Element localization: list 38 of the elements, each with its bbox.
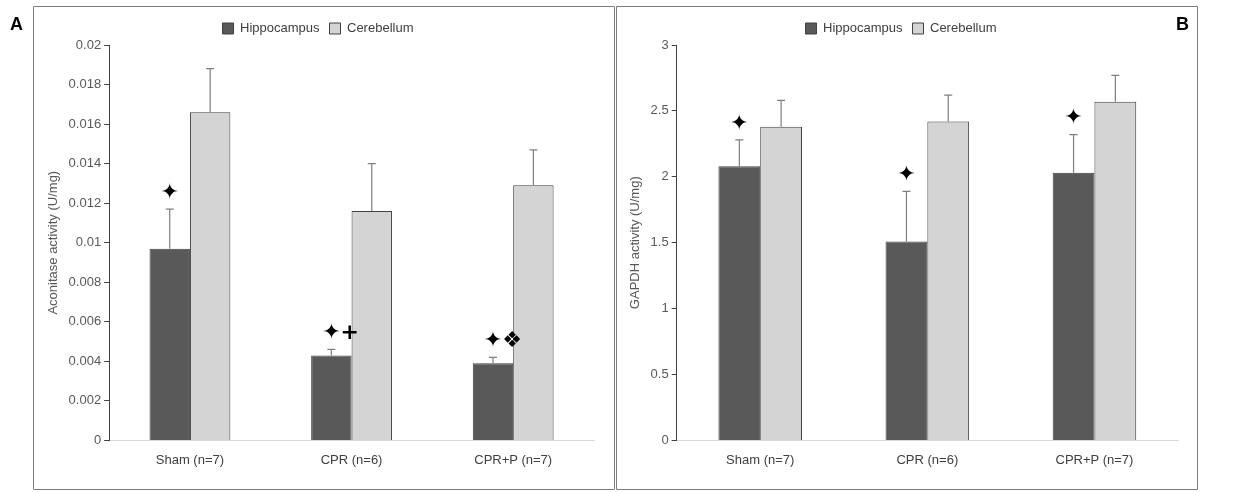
x-tick-label: Sham (n=7) [726, 451, 795, 467]
legend-label: Cerebellum [347, 20, 414, 36]
y-tick-label: 0.01 [75, 234, 102, 250]
chart-title: A [10, 14, 23, 34]
y-tick-label: 3 [661, 36, 669, 52]
y-tick-label: 2 [661, 168, 669, 184]
y-tick-label: 0.006 [68, 313, 102, 329]
annotation: ✦ [160, 178, 179, 204]
legend-label: Cerebellum [930, 20, 997, 36]
legend-label: Hippocampus [823, 20, 904, 36]
annotation: ✦ [897, 161, 916, 187]
y-tick-label: 0 [93, 431, 102, 447]
x-tick-label: CPR (n=6) [320, 451, 383, 467]
y-tick-label: 0.016 [68, 115, 102, 131]
x-tick-label: CPR (n=6) [896, 451, 959, 467]
y-tick-label: 0.002 [68, 392, 102, 408]
y-tick-label: 1.5 [650, 234, 669, 250]
y-tick-label: 0.012 [68, 194, 102, 210]
y-tick-label: 2.5 [650, 102, 669, 118]
annotation: ✦ [730, 109, 749, 135]
y-axis-title: GAPDH activity (U/mg) [627, 176, 643, 310]
y-tick-label: 0 [661, 431, 669, 447]
y-axis-title: Aconitase activity (U/mg) [45, 170, 61, 315]
chart-title: B [1176, 14, 1189, 34]
x-tick-label: CPR+P (n=7) [1055, 451, 1134, 467]
y-tick-label: 0.004 [68, 352, 102, 368]
annotation: ✦❖ [483, 327, 522, 353]
annotation: ✦+ [322, 319, 360, 345]
x-tick-label: CPR+P (n=7) [474, 451, 553, 467]
x-tick-label: Sham (n=7) [155, 451, 225, 467]
annotation: ✦ [1064, 104, 1083, 130]
y-tick-label: 0.008 [68, 273, 102, 289]
y-tick-label: 0.014 [68, 155, 102, 171]
y-tick-label: 0.5 [650, 366, 669, 382]
legend-label: Hippocampus [240, 20, 321, 36]
y-tick-label: 0.02 [75, 36, 102, 52]
y-tick-label: 1 [661, 300, 669, 316]
y-tick-label: 0.018 [68, 76, 102, 92]
